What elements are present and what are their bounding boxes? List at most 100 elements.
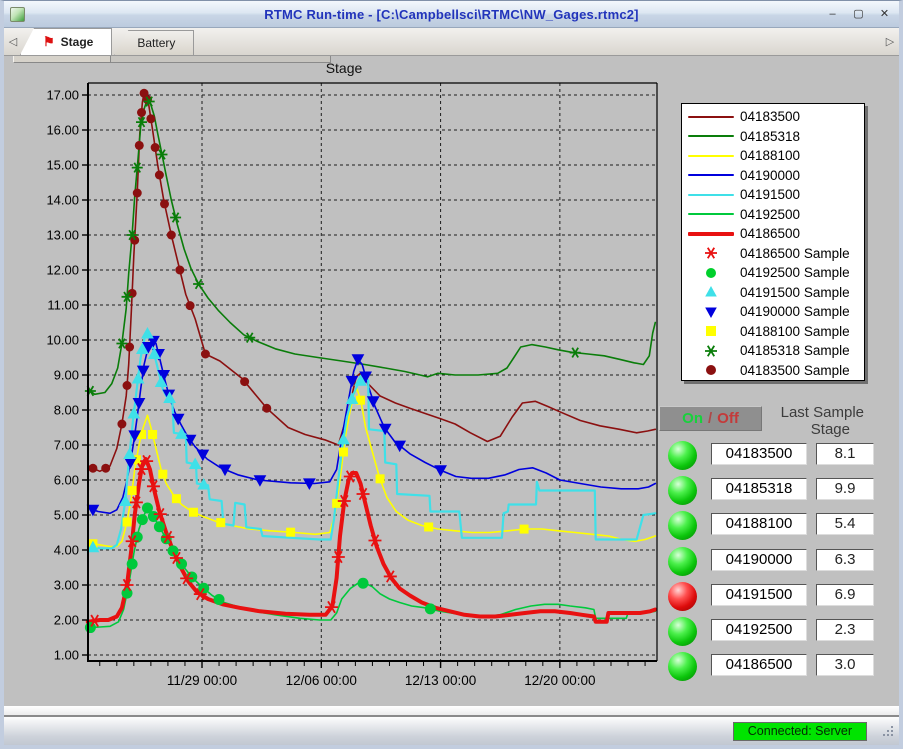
tab-scroll-right-icon[interactable]: ▷	[885, 36, 895, 48]
legend-marker	[706, 267, 716, 278]
sample-marker-04192500	[153, 521, 165, 533]
title-bar: RTMC Run-time - [C:\Campbellsci\RTMC\NW_…	[4, 1, 899, 28]
legend-item: 04185318	[682, 127, 864, 147]
tab-stage-label: Stage	[60, 35, 94, 49]
sample-marker-04190000	[132, 398, 146, 410]
tab-battery[interactable]: Battery	[114, 30, 195, 55]
window-title: RTMC Run-time - [C:\Campbellsci\RTMC\NW_…	[264, 6, 639, 22]
sample-marker-04191500	[337, 432, 350, 445]
sample-marker-04190000	[434, 465, 447, 477]
sample-marker-04190000	[171, 413, 185, 426]
sample-marker-04188100	[216, 518, 226, 528]
sample-marker-04183500	[154, 170, 164, 180]
tab-bar: ◁ ⚑ Stage Battery ▷	[4, 28, 899, 56]
sample-marker-04190000	[393, 440, 407, 453]
sample-marker-04183500	[101, 463, 111, 473]
sample-marker-04185318	[116, 338, 128, 349]
legend-label: 04190000	[740, 167, 801, 183]
legend-item: 04183500	[682, 107, 864, 127]
sample-marker-04188100	[355, 395, 365, 405]
chart-legend: 04183500 04185318 04188100 04190000 04191500…	[681, 103, 865, 381]
sample-marker-04192500	[167, 545, 179, 557]
led-indicator-green	[668, 476, 697, 505]
led-indicator-green	[668, 511, 697, 540]
status-bar: Connected: Server	[4, 717, 899, 745]
sample-marker-04190000	[196, 449, 210, 462]
sample-marker-04192500	[136, 514, 148, 526]
sample-marker-04183500	[132, 188, 142, 198]
station-id-box: 04188100	[711, 513, 807, 535]
sample-marker-04183500	[200, 349, 210, 359]
sample-marker-04191500	[127, 406, 141, 419]
sample-marker-04185318	[569, 347, 581, 358]
sample-marker-04183500	[88, 463, 98, 473]
sample-marker-04192500	[84, 622, 96, 634]
sample-marker-04191500	[141, 326, 154, 339]
minimize-button[interactable]: –	[829, 7, 836, 20]
legend-item: 04191500 Sample	[682, 283, 864, 303]
sample-marker-04185318	[244, 332, 256, 343]
legend-marker	[705, 307, 717, 318]
sample-marker-04190000	[147, 335, 160, 348]
toolbar-strip: Restore	[13, 56, 331, 63]
red-flag-icon: ⚑	[43, 34, 55, 49]
tab-stage[interactable]: ⚑ Stage	[20, 28, 113, 55]
chart-page: Restore Stage 1.00 2.00 3.00 4.00 5.00 6.00 7.…	[4, 56, 899, 706]
sample-marker-04183500	[175, 265, 185, 275]
legend-swatch-line	[682, 174, 740, 177]
on-off-header: On / Off	[659, 406, 762, 431]
sample-marker-04183500	[150, 143, 160, 152]
y-tick-label: 8.00	[54, 403, 79, 418]
legend-label: 04191500 Sample	[740, 284, 850, 300]
y-tick-label: 6.00	[54, 473, 79, 488]
station-id-box: 04185318	[711, 478, 807, 500]
sample-marker-04186500	[343, 470, 357, 483]
y-tick-label: 15.00	[46, 158, 79, 173]
legend-item: 04186500	[682, 224, 864, 244]
sample-marker-04183500	[122, 381, 132, 390]
sample-marker-04183500	[160, 199, 170, 209]
sample-marker-04188100	[158, 469, 168, 479]
restore-button[interactable]: Restore	[13, 56, 111, 63]
resize-grip[interactable]	[881, 724, 895, 738]
sample-marker-04188100	[338, 447, 348, 457]
sample-marker-04190000	[345, 375, 359, 388]
close-button[interactable]: ✕	[879, 7, 890, 20]
legend-marker	[705, 344, 717, 357]
sample-marker-04190000	[359, 371, 372, 384]
sample-marker-04192500	[424, 603, 436, 615]
sample-marker-04190000	[141, 342, 155, 354]
sample-marker-04191500	[197, 477, 211, 490]
sample-marker-04191500	[163, 391, 177, 403]
legend-label: 04192500	[740, 206, 801, 222]
sample-marker-04186500	[331, 550, 345, 564]
sample-marker-04185318	[126, 229, 138, 241]
sample-marker-04191500	[147, 347, 161, 359]
sample-marker-04186500	[146, 480, 160, 493]
sample-marker-04188100	[332, 498, 342, 508]
sample-marker-04185318	[136, 116, 148, 128]
sample-marker-04192500	[126, 558, 138, 570]
legend-item: 04192500	[682, 205, 864, 225]
sample-marker-04185318	[121, 291, 133, 303]
legend-label: 04188100	[740, 148, 801, 164]
series-line-04185318	[87, 99, 657, 396]
maximize-button[interactable]: ▢	[853, 7, 864, 20]
y-tick-label: 2.00	[54, 613, 79, 628]
y-tick-label: 14.00	[46, 193, 79, 208]
sample-marker-04191500	[123, 447, 136, 460]
legend-item: 04190000 Sample	[682, 302, 864, 322]
stage-chart: 1.00 2.00 3.00 4.00 5.00 6.00 7.00 8.00 9.00 10.0…	[46, 82, 658, 688]
last-sample-value: 5.4	[816, 513, 874, 535]
x-tick-label: 12/06 00:00	[286, 673, 357, 688]
led-indicator-red	[668, 582, 697, 611]
tab-scroll-left-icon[interactable]: ◁	[8, 36, 18, 48]
led-indicator-green	[668, 547, 697, 576]
y-tick-label: 5.00	[54, 508, 79, 523]
off-label: Off	[717, 410, 739, 427]
legend-swatch-star6-icon	[682, 343, 740, 359]
legend-item: 04185318 Sample	[682, 341, 864, 361]
legend-swatch-triangle-up-icon	[682, 284, 740, 300]
sample-marker-04192500	[131, 531, 143, 543]
y-tick-label: 1.00	[54, 648, 79, 663]
